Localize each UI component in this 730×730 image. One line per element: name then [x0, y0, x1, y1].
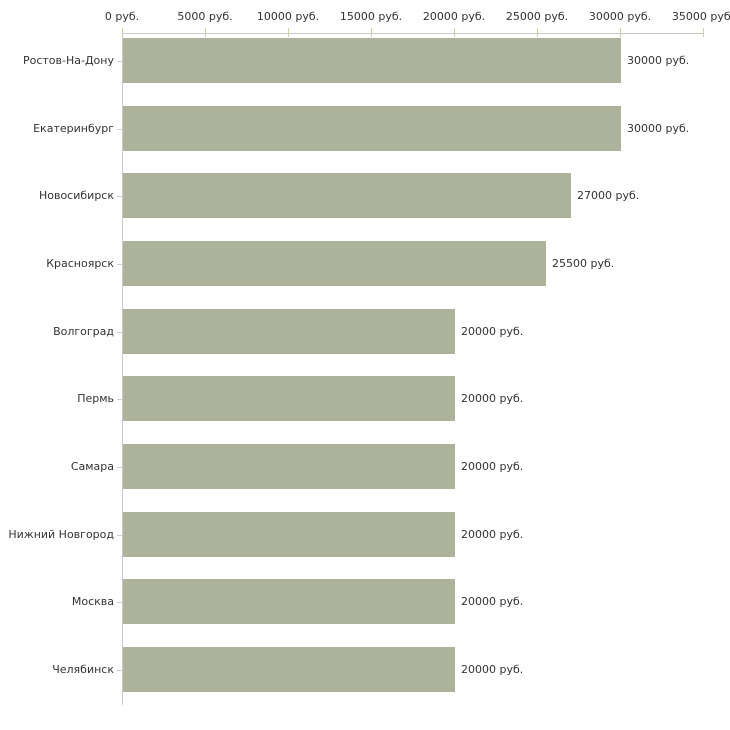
x-tick-label: 35000 руб. — [671, 10, 730, 23]
bar — [123, 106, 621, 151]
y-tick — [117, 264, 122, 265]
bar — [123, 173, 571, 218]
category-label: Екатеринбург — [33, 122, 114, 135]
x-tick — [371, 28, 372, 37]
value-label: 27000 руб. — [577, 189, 640, 202]
category-label: Москва — [71, 595, 114, 608]
bar — [123, 376, 455, 421]
value-label: 20000 руб. — [461, 595, 524, 608]
x-tick-label: 30000 руб. — [588, 10, 652, 23]
x-tick — [703, 28, 704, 37]
value-label: 20000 руб. — [461, 325, 524, 338]
value-label: 30000 руб. — [627, 54, 690, 67]
y-tick — [117, 670, 122, 671]
category-label: Красноярск — [46, 257, 114, 270]
y-tick — [117, 61, 122, 62]
category-label: Новосибирск — [38, 189, 114, 202]
x-tick — [122, 28, 123, 37]
category-label: Волгоград — [53, 325, 114, 338]
bar — [123, 444, 455, 489]
value-label: 20000 руб. — [461, 392, 524, 405]
category-label: Пермь — [77, 392, 114, 405]
x-tick — [454, 28, 455, 37]
value-label: 30000 руб. — [627, 122, 690, 135]
bar — [123, 38, 621, 83]
y-tick — [117, 196, 122, 197]
y-tick — [117, 535, 122, 536]
x-tick — [288, 28, 289, 37]
x-axis-line — [122, 33, 704, 34]
y-tick — [117, 129, 122, 130]
bar — [123, 309, 455, 354]
value-label: 25500 руб. — [552, 257, 615, 270]
category-label: Самара — [70, 460, 114, 473]
value-label: 20000 руб. — [461, 528, 524, 541]
value-label: 20000 руб. — [461, 663, 524, 676]
y-tick — [117, 332, 122, 333]
x-tick-label: 5000 руб. — [177, 10, 233, 23]
x-tick-label: 25000 руб. — [505, 10, 569, 23]
bar — [123, 647, 455, 692]
x-tick-label: 15000 руб. — [339, 10, 403, 23]
x-tick-label: 0 руб. — [104, 10, 140, 23]
bar — [123, 579, 455, 624]
y-tick — [117, 467, 122, 468]
x-tick — [620, 28, 621, 37]
bar — [123, 512, 455, 557]
x-tick-label: 20000 руб. — [422, 10, 486, 23]
y-tick — [117, 602, 122, 603]
x-tick — [205, 28, 206, 37]
y-tick — [117, 399, 122, 400]
category-label: Челябинск — [52, 663, 114, 676]
y-axis-line — [122, 33, 123, 705]
category-label: Нижний Новгород — [8, 528, 114, 541]
x-tick-label: 10000 руб. — [256, 10, 320, 23]
category-label: Ростов-На-Дону — [22, 54, 114, 67]
bar — [123, 241, 546, 286]
x-tick — [537, 28, 538, 37]
value-label: 20000 руб. — [461, 460, 524, 473]
